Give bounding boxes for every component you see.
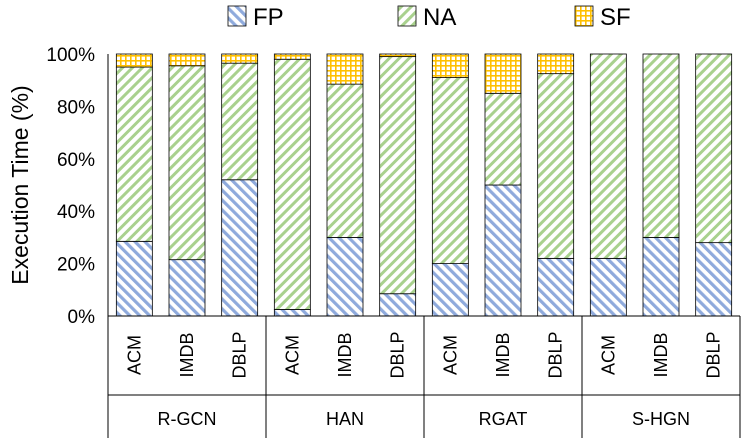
bar-segment-fp xyxy=(115,240,153,317)
bar-segment-fp xyxy=(589,257,627,317)
bar-segment-sf xyxy=(379,53,417,58)
bar-segment-sf xyxy=(537,53,575,75)
bar-segment-sf xyxy=(221,53,259,64)
x-tick-label: DBLP xyxy=(546,331,566,378)
bar-segment-sf xyxy=(484,53,522,94)
bar-segment-fp xyxy=(221,179,259,317)
y-tick-label: 80% xyxy=(57,97,95,118)
bar-segment-na xyxy=(273,58,311,310)
bar-segment-fp xyxy=(642,236,680,317)
x-tick-label: DBLP xyxy=(230,331,250,378)
bar-segment-sf xyxy=(326,53,364,85)
bar-segment-na xyxy=(484,92,522,186)
bar-segment-na xyxy=(326,83,364,238)
y-tick-label: 20% xyxy=(57,255,95,276)
bar-segment-fp xyxy=(537,257,575,317)
legend-label-fp: FP xyxy=(253,4,284,31)
legend-swatch-sf xyxy=(574,5,594,27)
legend-label-sf: SF xyxy=(600,4,631,31)
y-tick-label: 0% xyxy=(68,307,96,328)
bar-segment-fp xyxy=(379,293,417,317)
axes xyxy=(107,54,741,438)
bar-segment-sf xyxy=(115,53,153,68)
group-label: HAN xyxy=(326,409,364,429)
x-tick-label: IMDB xyxy=(335,333,355,378)
x-tick-label: DBLP xyxy=(704,331,724,378)
bar-segment-na xyxy=(221,62,259,181)
x-tick-label: IMDB xyxy=(493,333,513,378)
bar-segment-na xyxy=(115,66,153,242)
bar-segment-na xyxy=(537,73,575,259)
legend-swatch-na xyxy=(397,5,417,27)
bar-segment-na xyxy=(695,53,733,244)
bar-segment-fp xyxy=(695,242,733,317)
bar-segment-fp xyxy=(326,236,364,317)
bar-segment-fp xyxy=(273,309,311,317)
bar-segment-sf xyxy=(273,53,311,60)
x-tick-label: DBLP xyxy=(388,331,408,378)
bar-segment-na xyxy=(642,53,680,238)
y-axis: 0% 20% 40% 60% 80% 100% xyxy=(46,45,95,328)
y-axis-title: Execution Time (%) xyxy=(7,85,33,284)
legend-swatch-fp xyxy=(227,5,247,27)
legend: FP NA SF xyxy=(227,4,631,31)
bar-segment-fp xyxy=(484,184,522,317)
group-label: RGAT xyxy=(479,409,528,429)
x-axis: ACM IMDB DBLP ACM IMDB DBLP ACM IMDB DBLP ACM IMDB… xyxy=(124,331,723,429)
legend-label-na: NA xyxy=(423,4,456,31)
bar-segment-na xyxy=(168,65,206,261)
bar-segment-na xyxy=(589,53,627,259)
bar-segment-sf xyxy=(431,53,469,78)
x-tick-label: IMDB xyxy=(651,333,671,378)
x-tick-label: IMDB xyxy=(177,333,197,378)
bar-segment-na xyxy=(431,77,469,265)
x-tick-label: ACM xyxy=(282,335,302,375)
y-tick-label: 60% xyxy=(57,150,95,171)
x-tick-label: ACM xyxy=(124,335,144,375)
group-label: S-HGN xyxy=(632,409,690,429)
group-label: R-GCN xyxy=(158,409,217,429)
bar-segment-sf xyxy=(168,53,206,67)
x-tick-label: ACM xyxy=(440,335,460,375)
x-tick-label: ACM xyxy=(598,335,618,375)
bar-segment-fp xyxy=(431,263,469,317)
bar-segment-na xyxy=(379,56,417,295)
bars xyxy=(115,53,733,317)
y-tick-label: 40% xyxy=(57,202,95,223)
bar-segment-fp xyxy=(168,259,206,317)
y-tick-label: 100% xyxy=(46,45,95,66)
